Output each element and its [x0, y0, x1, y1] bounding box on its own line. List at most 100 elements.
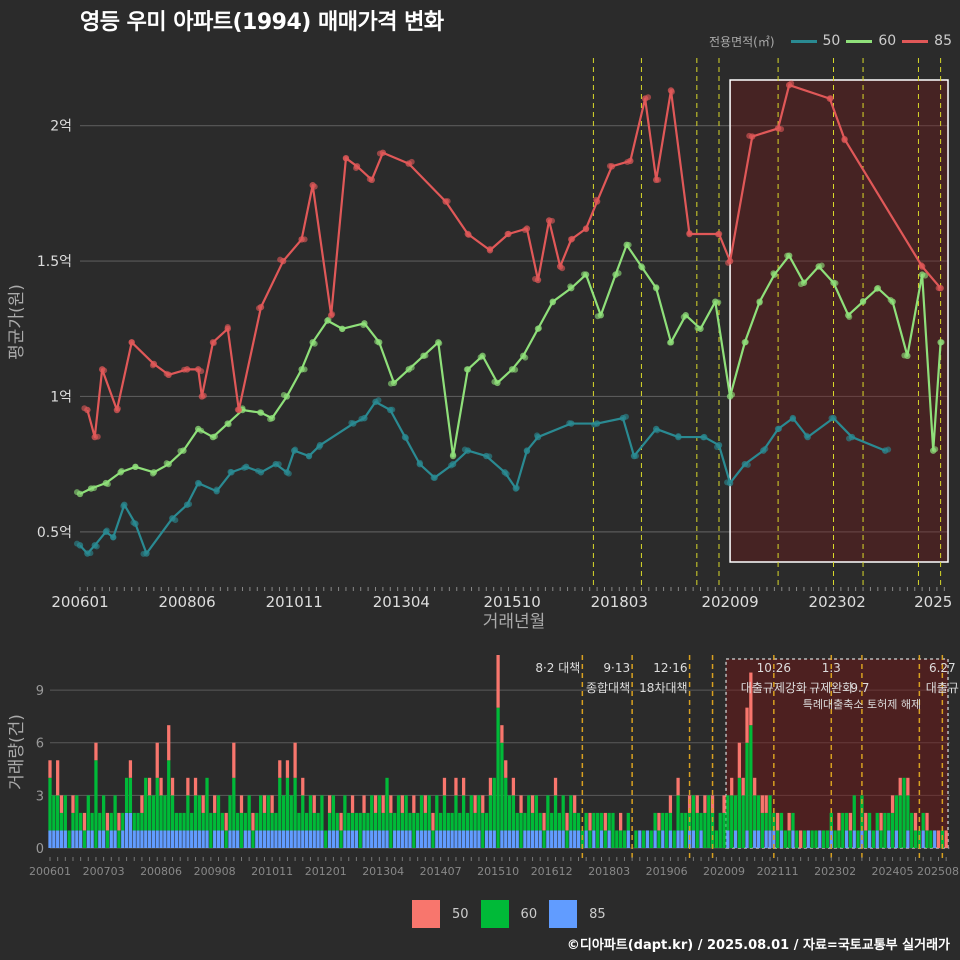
volume-bar-85 — [350, 830, 355, 848]
volume-bar-60 — [523, 812, 527, 831]
volume-bar-50 — [373, 795, 378, 813]
volume-bar-60 — [297, 812, 301, 831]
volume-bar-60 — [668, 812, 673, 831]
volume-bar-50 — [270, 795, 274, 813]
volume-bar-85 — [278, 830, 282, 848]
volume-bar-50 — [504, 760, 508, 778]
volume-bar-85 — [439, 830, 443, 848]
volume-bar-50 — [588, 812, 592, 831]
volume-bar-60 — [301, 795, 305, 831]
volume-bar-60 — [109, 812, 113, 831]
volume-bar-85 — [733, 830, 738, 848]
price-x-axis-title: 거래년월 — [483, 612, 546, 632]
volume-bar-60 — [791, 812, 795, 831]
policy-annotation: 대출규 — [926, 681, 959, 695]
volume-bar-50 — [128, 760, 133, 778]
volume-bar-60 — [461, 795, 466, 831]
volume-bar-50 — [837, 812, 841, 831]
volume-bar-60 — [473, 812, 477, 831]
volume-bar-60 — [147, 795, 152, 831]
volume-bar-60 — [465, 812, 470, 831]
volume-bar-85 — [109, 830, 113, 848]
volume-y-tick-label: 0 — [36, 842, 44, 857]
volume-bar-60 — [209, 812, 213, 848]
price-point-85 — [224, 324, 231, 331]
volume-bar-85 — [427, 830, 431, 848]
volume-bar-85 — [281, 830, 286, 848]
area-legend: 전용면적(㎡) 50 60 85 — [709, 30, 952, 52]
volume-bar-85 — [599, 830, 604, 848]
volume-bar-50 — [488, 777, 493, 796]
chart-title: 영등 우미 아파트(1994) 매매가격 변화 — [80, 10, 444, 35]
volume-bar-50 — [423, 795, 427, 813]
volume-bar-60 — [400, 812, 404, 831]
volume-bar-85 — [756, 830, 761, 848]
volume-bar-85 — [182, 830, 186, 848]
volume-bar-60 — [224, 830, 228, 848]
volume-bar-60 — [714, 830, 719, 848]
volume-bar-85 — [86, 830, 90, 848]
volume-bar-50 — [749, 672, 753, 726]
volume-bar-50 — [603, 812, 607, 831]
volume-bar-50 — [787, 812, 791, 831]
price-point-50 — [885, 446, 892, 453]
volume-bar-85 — [213, 830, 217, 848]
volume-bar-50 — [573, 795, 577, 813]
volume-bar-85 — [504, 830, 508, 848]
volume-bar-60 — [128, 777, 133, 813]
price-x-tick-label: 2025 — [914, 593, 952, 611]
volume-legend-item-50: 50 — [412, 900, 469, 928]
volume-bar-50 — [201, 795, 205, 813]
volume-bar-60 — [339, 830, 343, 848]
price-y-tick-label: 0.5억 — [37, 525, 72, 541]
price-point-50 — [622, 413, 629, 420]
source-credit: ©디아파트(dapt.kr) / 2025.08.01 / 자료=국토교통부 실… — [566, 938, 950, 953]
volume-bar-85 — [193, 830, 198, 848]
volume-bar-85 — [933, 830, 937, 848]
volume-bar-50 — [186, 777, 190, 796]
volume-bar-50 — [278, 760, 282, 778]
volume-bar-50 — [511, 777, 516, 796]
volume-bar-60 — [274, 812, 278, 831]
volume-bar-50 — [496, 655, 500, 708]
volume-bar-60 — [925, 830, 929, 848]
volume-bar-60 — [550, 812, 554, 831]
volume-bar-60 — [810, 830, 814, 848]
volume-bar-85 — [680, 830, 684, 848]
volume-x-tick-label: 202302 — [814, 865, 856, 878]
volume-bar-60 — [802, 830, 807, 848]
volume-bar-60 — [760, 812, 764, 848]
volume-bar-60 — [435, 795, 439, 831]
volume-bar-60 — [408, 812, 412, 831]
volume-bar-60 — [427, 795, 431, 831]
volume-bar-85 — [366, 830, 370, 848]
legend-item-85: 85 — [902, 33, 952, 49]
volume-bar-60 — [664, 812, 669, 848]
volume-bar-85 — [676, 830, 680, 848]
volume-bar-60 — [894, 795, 899, 831]
volume-bar-50 — [412, 795, 416, 813]
volume-bar-50 — [553, 777, 558, 796]
volume-bar-60 — [703, 812, 707, 848]
volume-bar-60 — [515, 812, 519, 831]
volume-bar-50 — [764, 795, 768, 813]
volume-bar-85 — [377, 830, 381, 848]
volume-bar-60 — [67, 830, 71, 848]
volume-bar-85 — [553, 830, 558, 848]
volume-bar-85 — [56, 830, 60, 848]
volume-bar-60 — [910, 812, 914, 848]
volume-bar-60 — [278, 777, 282, 831]
volume-bar-50 — [59, 795, 64, 813]
volume-bar-60 — [232, 777, 236, 831]
volume-bar-60 — [871, 830, 876, 848]
volume-bar-50 — [722, 795, 726, 813]
volume-bar-85 — [592, 830, 596, 848]
price-point-60 — [922, 272, 929, 279]
volume-bar-60 — [362, 812, 366, 831]
legend-item-60: 60 — [846, 33, 896, 49]
volume-bar-85 — [101, 830, 106, 848]
volume-bar-60 — [86, 795, 90, 831]
volume-bar-50 — [251, 812, 255, 831]
volume-bar-85 — [370, 830, 374, 848]
volume-bar-85 — [144, 830, 148, 848]
